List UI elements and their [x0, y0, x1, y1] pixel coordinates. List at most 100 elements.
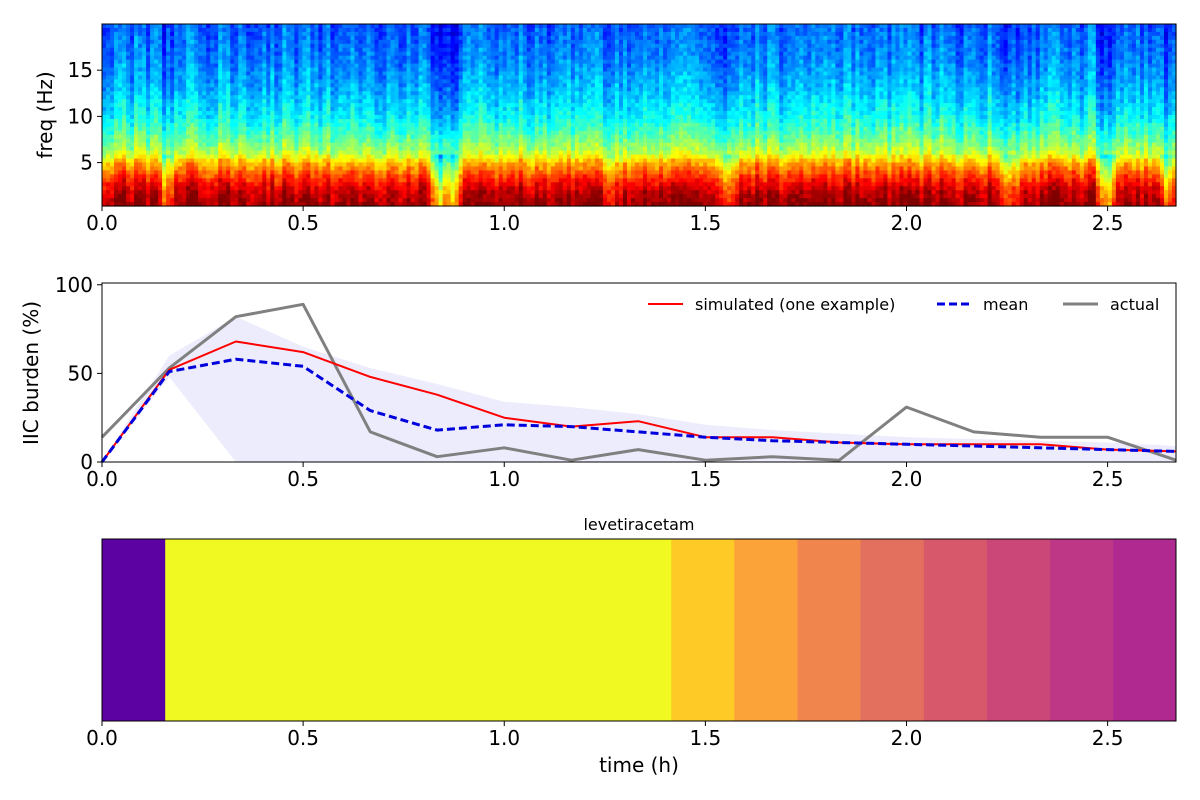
- spectrogram-cell: [274, 24, 279, 29]
- spectrogram-cell: [294, 111, 299, 116]
- spectrogram-cell: [346, 150, 352, 156]
- spectrogram-cell: [258, 202, 263, 207]
- spectrogram-cell: [330, 118, 336, 124]
- spectrogram-cell: [442, 198, 448, 203]
- spectrogram-cell: [322, 31, 328, 37]
- spectrogram-cell: [230, 194, 235, 199]
- spectrogram-cell: [294, 118, 299, 124]
- spectrogram-cell: [386, 35, 392, 41]
- spectrogram-cell: [418, 126, 424, 132]
- spectrogram-cell: [250, 170, 255, 175]
- spectrogram-cell: [342, 31, 348, 37]
- spectrogram-cell: [174, 51, 179, 57]
- spectrogram-cell: [494, 79, 500, 84]
- spectrogram-cell: [402, 51, 408, 57]
- spectrogram-cell: [330, 111, 336, 116]
- spectrogram-cell: [234, 174, 239, 179]
- spectrogram-cell: [446, 111, 452, 116]
- spectrogram-cell: [186, 31, 191, 37]
- spectrogram-cell: [490, 51, 496, 57]
- spectrogram-cell: [442, 99, 448, 104]
- spectrogram-cell: [486, 35, 492, 41]
- spectrogram-cell: [498, 130, 504, 136]
- spectrogram-cell: [442, 118, 448, 124]
- spectrogram-cell: [286, 142, 291, 148]
- spectrogram-cell: [166, 142, 171, 148]
- spectrogram-cell: [266, 182, 271, 187]
- spectrogram-cell: [266, 67, 271, 73]
- spectrogram-cell: [274, 79, 279, 84]
- spectrogram-cell: [458, 83, 464, 88]
- spectrogram-cell: [394, 71, 400, 77]
- spectrogram-cell: [370, 202, 376, 207]
- spectrogram-cell: [226, 178, 231, 183]
- spectrogram-cell: [386, 174, 392, 179]
- spectrogram-cell: [270, 75, 275, 80]
- spectrogram-cell: [286, 27, 291, 33]
- spectrogram-cell: [170, 142, 175, 148]
- spectrogram-cell: [250, 118, 255, 124]
- spectrogram-cell: [522, 118, 528, 124]
- spectrogram-cell: [422, 67, 428, 73]
- spectrogram-cell: [250, 87, 255, 92]
- spectrogram-cell: [274, 162, 279, 168]
- spectrogram-cell: [498, 99, 504, 104]
- spectrogram-cell: [462, 134, 468, 140]
- spectrogram-cell: [366, 111, 372, 116]
- spectrogram-cell: [530, 162, 536, 168]
- spectrogram-cell: [370, 174, 376, 179]
- spectrogram-cell: [458, 107, 464, 112]
- spectrogram-cell: [422, 150, 428, 156]
- spectrogram-cell: [390, 182, 396, 187]
- spectrogram-cell: [118, 83, 123, 88]
- spectrogram-cell: [346, 99, 352, 104]
- spectrogram-cell: [198, 170, 203, 175]
- spectrogram-cell: [346, 103, 352, 108]
- spectrogram-cell: [306, 198, 311, 203]
- spectrogram-cell: [498, 35, 504, 41]
- spectrogram-cell: [494, 146, 500, 152]
- spectrogram-cell: [418, 24, 424, 29]
- spectrogram-cell: [518, 178, 524, 183]
- spectrogram-cell: [210, 134, 215, 140]
- spectrogram-cell: [326, 91, 332, 96]
- spectrogram-cell: [194, 146, 199, 152]
- spectrogram-cell: [394, 75, 400, 80]
- spectrogram-cell: [210, 107, 215, 112]
- spectrogram-cell: [182, 178, 187, 183]
- spectrogram-cell: [422, 59, 428, 65]
- spectrogram-cell: [478, 47, 484, 53]
- spectrogram-cell: [338, 47, 344, 53]
- spectrogram-cell: [398, 162, 404, 168]
- spectrogram-cell: [238, 107, 243, 112]
- spectrogram-cell: [410, 190, 416, 195]
- spectrogram-cell: [406, 158, 412, 164]
- spectrogram-cell: [230, 142, 235, 148]
- spectrogram-cell: [394, 190, 400, 195]
- spectrogram-cell: [482, 142, 488, 148]
- spectrogram-cell: [210, 186, 215, 191]
- spectrogram-cell: [410, 154, 416, 160]
- spectrogram-cell: [110, 27, 115, 33]
- spectrogram-cell: [178, 134, 183, 140]
- spectrogram-cell: [182, 130, 187, 136]
- spectrogram-cell: [366, 107, 372, 112]
- spectrogram-cell: [410, 194, 416, 199]
- spectrogram-cell: [206, 71, 211, 77]
- spectrogram-cell: [282, 103, 287, 108]
- spectrogram-cell: [386, 146, 392, 152]
- spectrogram-cell: [370, 111, 376, 116]
- spectrogram-cell: [510, 55, 516, 61]
- spectrogram-cell: [454, 194, 460, 199]
- spectrogram-cell: [314, 67, 320, 73]
- spectrogram-cell: [498, 107, 504, 112]
- spectrogram-cell: [238, 122, 243, 128]
- spectrogram-cell: [290, 43, 295, 49]
- spectrogram-cell: [414, 134, 420, 140]
- spectrogram-cell: [234, 59, 239, 65]
- spectrogram-cell: [390, 154, 396, 160]
- spectrogram-cell: [270, 162, 275, 168]
- spectrogram-cell: [502, 158, 508, 164]
- spectrogram-cell: [246, 75, 251, 80]
- spectrogram-cell: [110, 83, 115, 88]
